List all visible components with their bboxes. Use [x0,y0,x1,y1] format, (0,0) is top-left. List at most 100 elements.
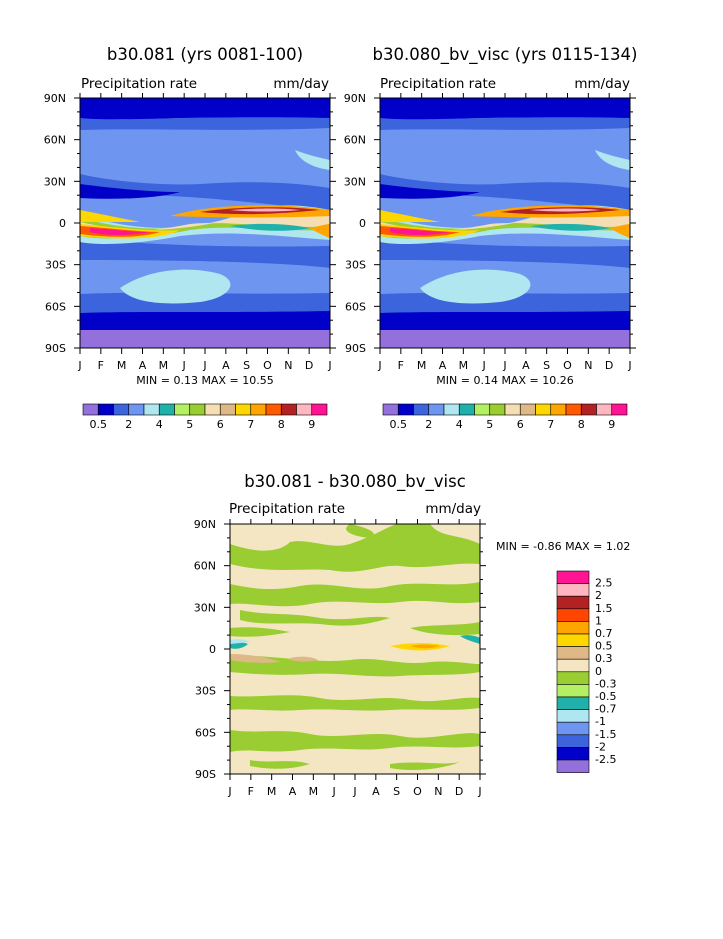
colorbar-swatch [556,646,590,660]
panel-1-colorbar: 0.5 2 4 5 6 7 8 9 [82,403,328,431]
x-tick-label: A [289,785,297,798]
x-tick-label: J [377,359,381,372]
panel-2-colorbar: 0.5 2 4 5 6 7 8 9 [382,403,628,431]
y-tick-label: 60N [194,560,216,573]
colorbar-swatch [580,403,597,416]
y-tick-label: 30N [194,601,216,614]
colorbar-label: -1 [595,715,606,728]
colorbar-swatch [556,583,590,597]
panel-3-minmax: MIN = -0.86 MAX = 1.02 [496,540,630,553]
colorbar-swatch [82,403,99,416]
colorbar-label: -1.5 [595,728,616,741]
colorbar-label: 6 [217,418,224,431]
x-tick-label: S [543,359,550,372]
x-tick-label: J [327,359,331,372]
colorbar-swatch [97,403,114,416]
panel-2-subtitle: Precipitation rate [380,76,496,92]
x-tick-label: M [117,359,127,372]
x-tick-label: F [398,359,404,372]
y-tick-label: 30S [45,259,66,272]
colorbar-label: 0 [595,665,602,678]
colorbar-swatch [565,403,582,416]
colorbar-swatch [174,403,191,416]
colorbar-label: -2 [595,740,606,753]
colorbar-swatch [128,403,145,416]
colorbar-swatch [519,403,536,416]
x-tick-label: D [305,359,313,372]
colorbar-label: 0.3 [595,652,613,665]
panel-2-y-axis: 90N 60N 30N 0 30S 60S 90S [344,92,636,355]
y-tick-label: 90N [194,518,216,531]
colorbar-label: 2.5 [595,577,613,590]
colorbar-swatch [504,403,521,416]
colorbar-swatch [556,633,590,647]
colorbar-label: 2 [425,418,432,431]
y-tick-label: 0 [209,643,216,656]
panel-3-colorbar: 2.521.510.70.50.30-0.3-0.5-0.7-1-1.5-2-2… [556,570,616,773]
panel-1-title: b30.081 (yrs 0081-100) [107,45,303,64]
panel-3-y-axis: 90N 60N 30N 0 30S 60S 90S [194,518,486,781]
y-tick-label: 90N [344,92,366,105]
colorbar-swatch [428,403,445,416]
panel-2-title: b30.080_bv_visc (yrs 0115-134) [373,45,638,65]
y-tick-label: 30N [344,175,366,188]
panel-3-title: b30.081 - b30.080_bv_visc [244,472,466,492]
colorbar-swatch [458,403,475,416]
colorbar-label: 2 [595,589,602,602]
colorbar-swatch [556,570,590,584]
colorbar-swatch [556,595,590,610]
colorbar-swatch [219,403,236,416]
panel-2-units: mm/day [574,76,630,92]
colorbar-label: 4 [156,418,163,431]
y-tick-label: 30S [195,685,216,698]
panel-2-field [380,98,630,348]
x-tick-label: D [605,359,613,372]
colorbar-label: 4 [456,418,463,431]
panel-3-field [230,524,480,774]
panel-1-units: mm/day [273,76,329,92]
x-tick-label: S [393,785,400,798]
panel-3: b30.081 - b30.080_bv_visc Precipitation … [194,472,631,798]
colorbar-label: 0.7 [595,627,613,640]
colorbar-swatch [596,403,613,416]
x-tick-label: S [243,359,250,372]
x-tick-label: J [482,359,486,372]
colorbar-swatch [250,403,267,416]
colorbar-swatch [280,403,297,416]
x-tick-label: J [202,359,206,372]
panel-2-minmax: MIN = 0.14 MAX = 10.26 [436,374,573,387]
panel-1-y-axis: 90N 60N 30N 0 30S 60S 90S [44,92,336,355]
x-tick-label: O [263,359,272,372]
panel-1-minmax: MIN = 0.13 MAX = 10.55 [136,374,273,387]
colorbar-label: 1 [595,614,602,627]
panel-1-subtitle: Precipitation rate [81,76,197,92]
colorbar-swatch [113,403,130,416]
panel-3-units: mm/day [425,501,481,517]
colorbar-swatch [556,721,590,736]
colorbar-swatch [556,709,590,723]
y-tick-label: 0 [59,217,66,230]
colorbar-label: 9 [308,418,315,431]
colorbar-swatch [556,747,590,761]
x-tick-label: F [248,785,254,798]
x-tick-label: A [139,359,147,372]
y-tick-label: 30S [345,259,366,272]
y-tick-label: 0 [359,217,366,230]
x-tick-label: N [434,785,442,798]
colorbar-label: 8 [578,418,585,431]
colorbar-label: 0.5 [90,418,108,431]
panel-1: b30.081 (yrs 0081-100) Precipitation rat… [44,45,336,431]
colorbar-label: -0.5 [595,690,616,703]
colorbar-swatch [204,403,221,416]
x-tick-label: J [502,359,506,372]
colorbar-swatch [397,403,414,416]
y-tick-label: 90S [45,342,66,355]
x-tick-label: J [477,785,481,798]
y-tick-label: 90S [195,768,216,781]
panel-1-field [80,98,330,348]
colorbar-swatch [382,403,399,416]
colorbar-swatch [443,403,460,416]
